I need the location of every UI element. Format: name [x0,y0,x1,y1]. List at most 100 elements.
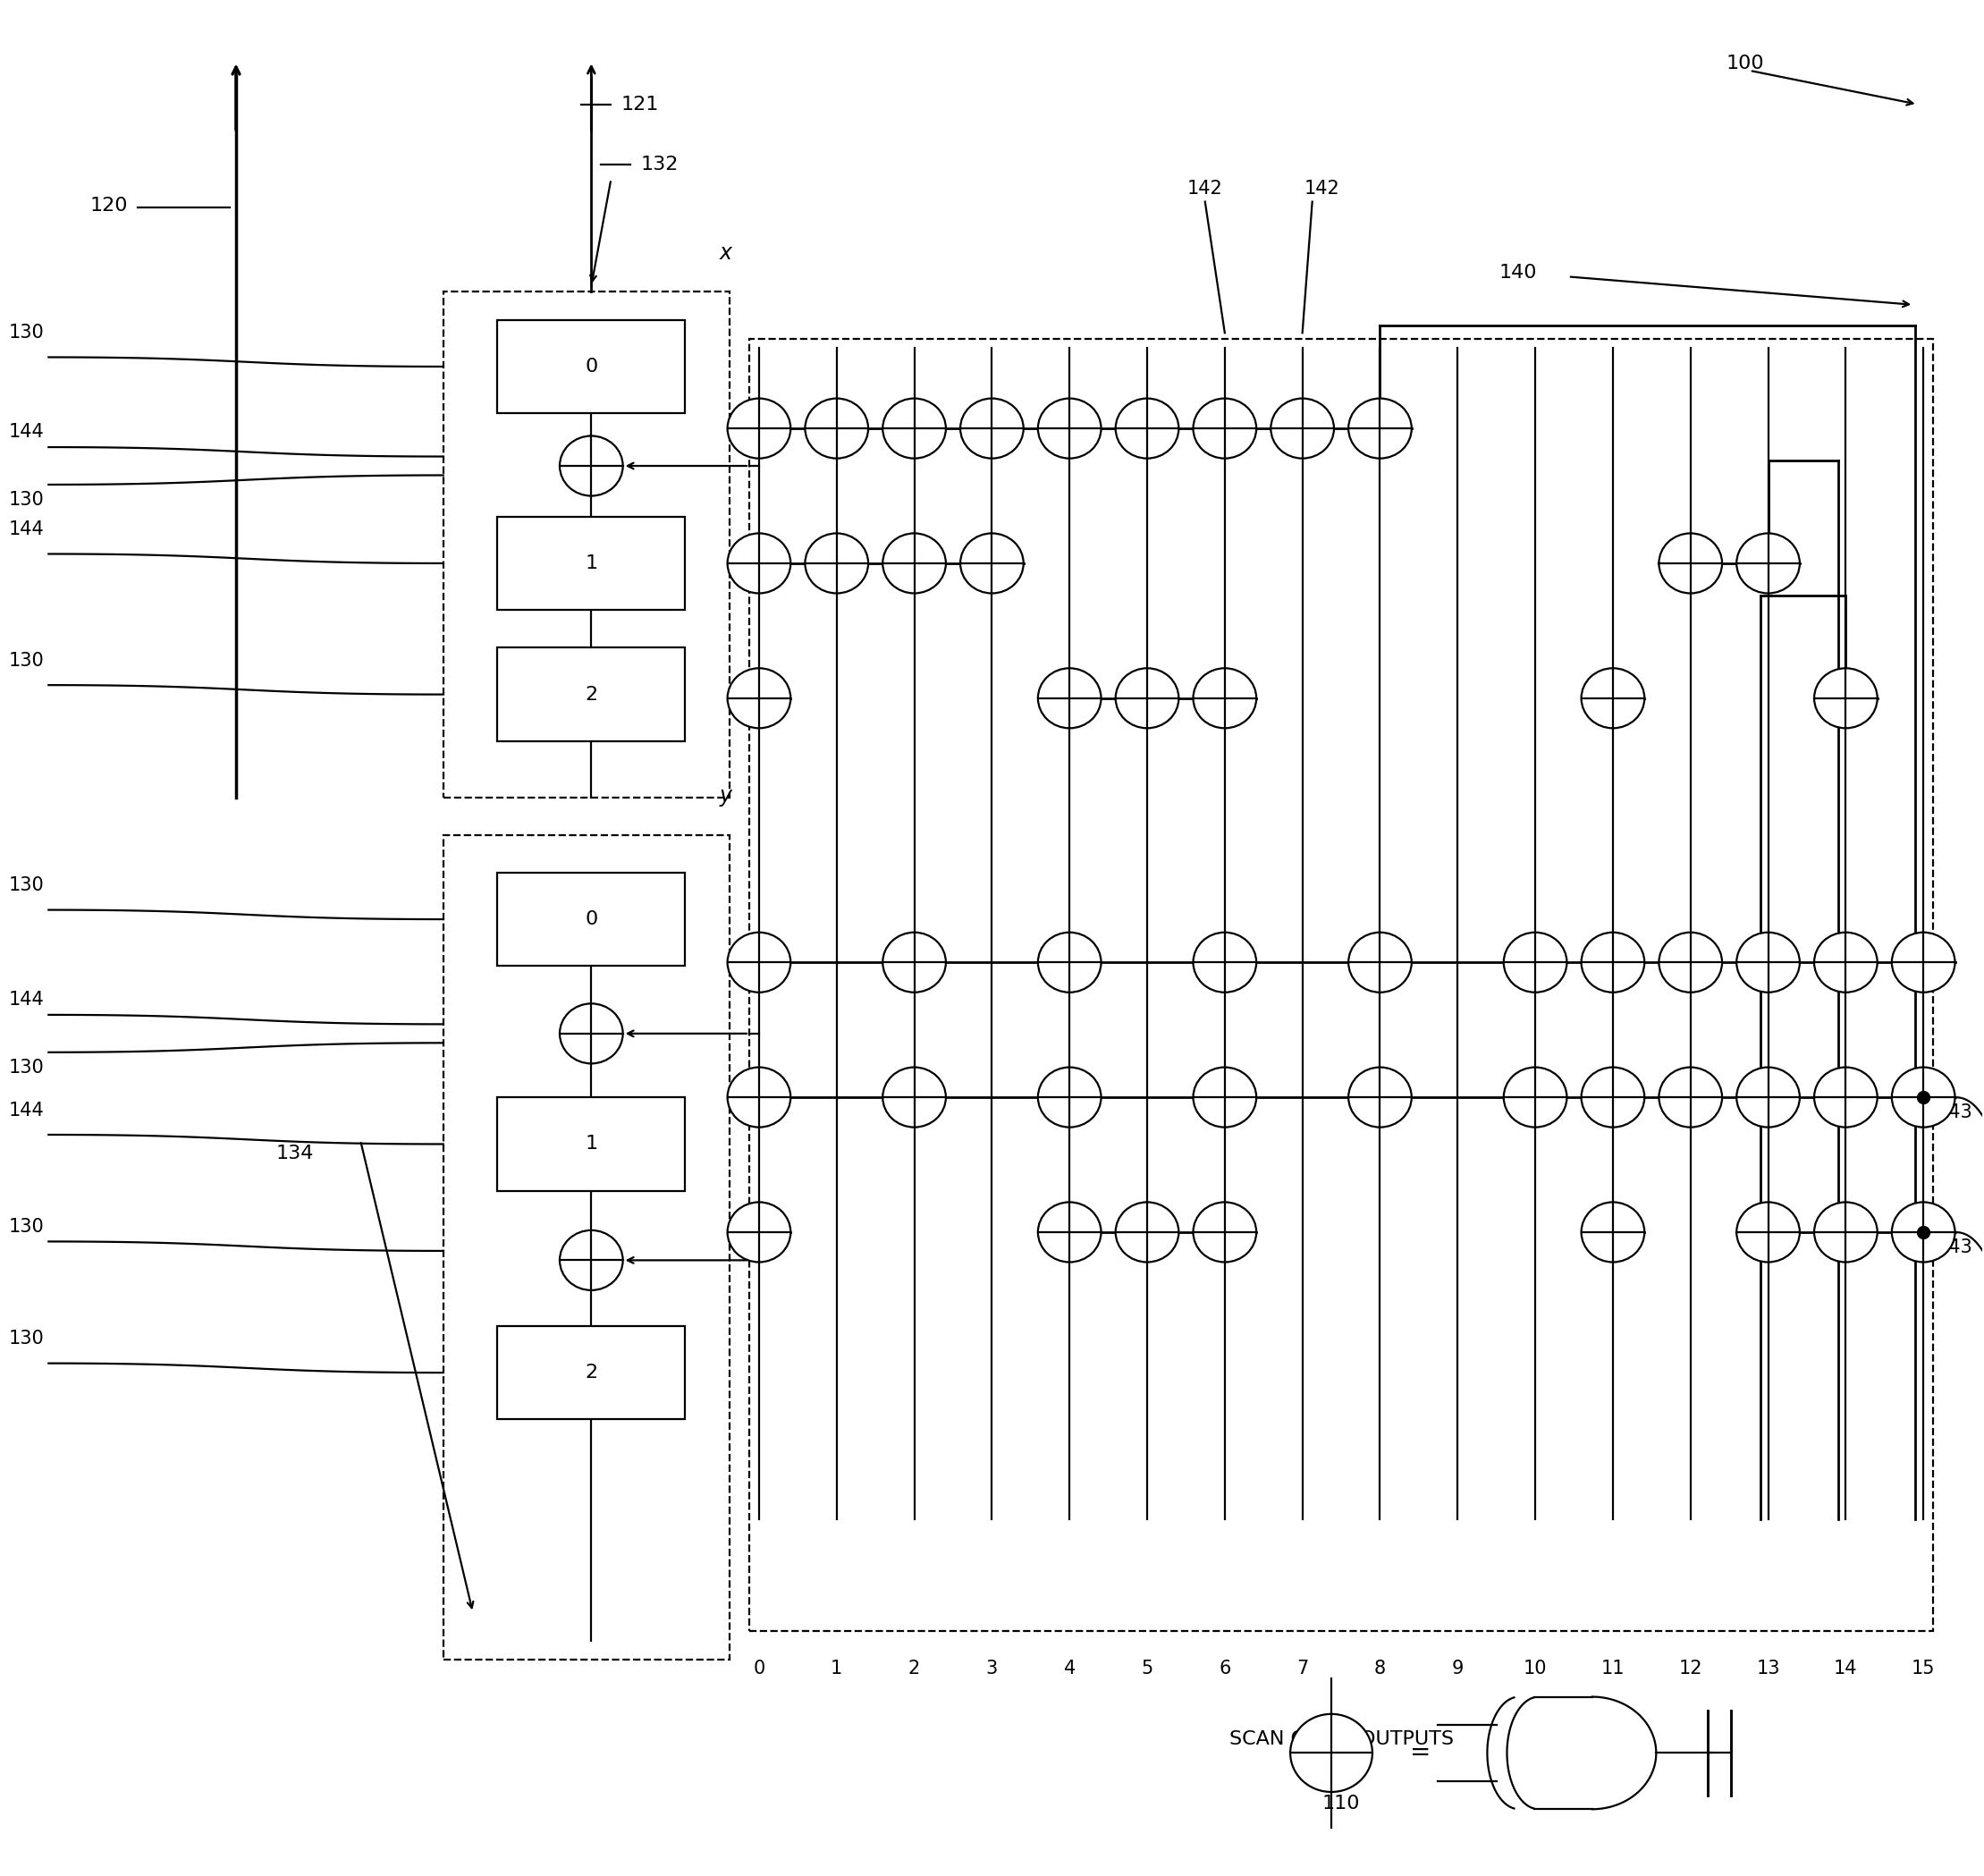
Circle shape [1038,668,1101,728]
Circle shape [1272,398,1333,458]
Circle shape [1813,932,1877,992]
Bar [442,291,730,797]
Text: 12: 12 [1678,1658,1702,1677]
Circle shape [728,398,790,458]
Circle shape [1813,1203,1877,1263]
Circle shape [1115,668,1178,728]
Circle shape [1504,932,1567,992]
Text: 130: 130 [10,876,44,895]
Circle shape [1349,1067,1411,1127]
Text: 120: 120 [89,197,127,214]
Text: 134: 134 [276,1144,313,1163]
Text: 144: 144 [10,991,44,1009]
Circle shape [1893,1067,1954,1127]
Bar [442,835,730,1658]
Text: 4: 4 [1063,1658,1075,1677]
Text: 130: 130 [10,1058,44,1077]
Circle shape [1349,398,1411,458]
Circle shape [1038,1067,1101,1127]
Text: 13: 13 [1756,1658,1780,1677]
Circle shape [1659,1067,1722,1127]
Circle shape [806,533,869,593]
Circle shape [728,533,790,593]
Circle shape [960,398,1024,458]
Circle shape [728,1067,790,1127]
Circle shape [1736,1203,1799,1263]
Text: 15: 15 [1911,1658,1934,1677]
Text: 11: 11 [1601,1658,1625,1677]
Text: 121: 121 [621,96,659,113]
Circle shape [1038,1203,1101,1263]
Text: 143: 143 [1936,1103,1972,1122]
Text: 5: 5 [1141,1658,1153,1677]
Circle shape [883,932,946,992]
Circle shape [1038,932,1101,992]
Text: 142: 142 [1186,180,1222,197]
Text: 140: 140 [1500,265,1538,281]
Circle shape [1736,932,1799,992]
Circle shape [1893,1203,1954,1263]
Text: 2: 2 [585,685,597,704]
Circle shape [1581,1203,1645,1263]
Text: 0: 0 [754,1658,766,1677]
Text: 100: 100 [1726,54,1764,71]
Circle shape [559,435,623,495]
Text: 2: 2 [909,1658,921,1677]
Circle shape [1115,398,1178,458]
Circle shape [883,398,946,458]
Bar [498,1326,684,1420]
Circle shape [806,398,869,458]
Text: 14: 14 [1833,1658,1857,1677]
Text: 144: 144 [10,1101,44,1120]
Text: SCAN CHAIN OUTPUTS: SCAN CHAIN OUTPUTS [1228,1730,1454,1748]
Text: 6: 6 [1218,1658,1230,1677]
Bar [498,872,684,966]
Circle shape [1813,668,1877,728]
Text: 130: 130 [10,1330,44,1347]
Circle shape [1192,398,1256,458]
Text: 8: 8 [1375,1658,1387,1677]
Text: 9: 9 [1452,1658,1464,1677]
Circle shape [559,1004,623,1064]
Text: 110: 110 [1321,1793,1361,1812]
Text: 142: 142 [1303,180,1339,197]
Text: 1: 1 [585,553,597,572]
Text: 130: 130 [10,1218,44,1236]
Bar [498,516,684,610]
Circle shape [1893,932,1954,992]
Circle shape [883,1067,946,1127]
Bar [498,647,684,741]
Text: 2: 2 [585,1364,597,1381]
Circle shape [1659,932,1722,992]
Text: 130: 130 [10,492,44,508]
Text: 143: 143 [1936,1238,1972,1257]
Text: 7: 7 [1296,1658,1307,1677]
Text: =: = [1411,1741,1430,1765]
Text: 130: 130 [10,325,44,341]
Circle shape [1659,533,1722,593]
Circle shape [1349,932,1411,992]
Text: 1: 1 [831,1658,843,1677]
Text: 130: 130 [10,651,44,670]
Circle shape [1192,1203,1256,1263]
Circle shape [728,668,790,728]
Bar [498,1097,684,1191]
Bar [498,319,684,413]
Bar [750,338,1932,1632]
Text: y: y [720,786,732,807]
Circle shape [1813,1067,1877,1127]
Circle shape [1504,1067,1567,1127]
Circle shape [1581,668,1645,728]
Circle shape [1192,1067,1256,1127]
Circle shape [1736,533,1799,593]
Text: 0: 0 [585,358,597,375]
Circle shape [1736,1067,1799,1127]
Text: 144: 144 [10,522,44,538]
Circle shape [728,932,790,992]
Text: 10: 10 [1524,1658,1548,1677]
Circle shape [960,533,1024,593]
Circle shape [1192,668,1256,728]
Text: 1: 1 [585,1135,597,1154]
Text: 132: 132 [641,156,679,173]
Circle shape [1115,1203,1178,1263]
